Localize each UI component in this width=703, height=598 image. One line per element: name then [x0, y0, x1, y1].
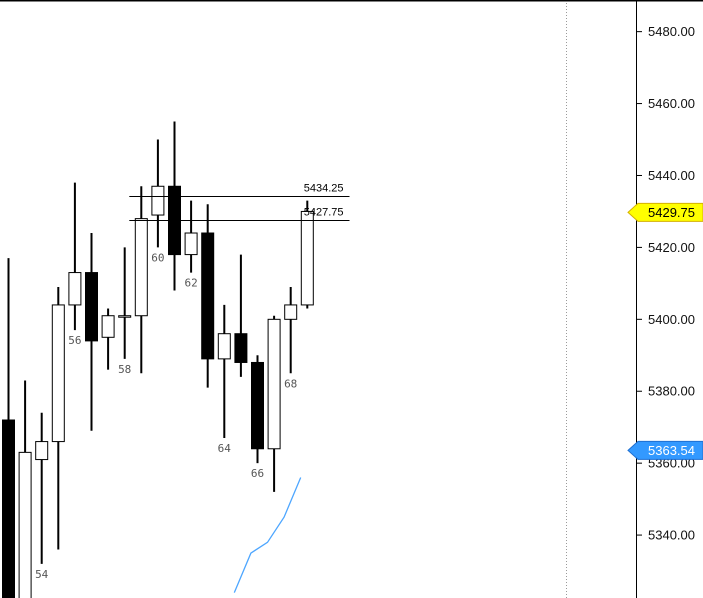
candle-body — [151, 185, 165, 216]
price-tick-label: 5420.00 — [648, 240, 695, 255]
price-tick-label: 5440.00 — [648, 168, 695, 183]
candle-body — [184, 232, 198, 256]
candle-body — [267, 318, 281, 450]
candles-group: 54 56 58 60 62 64 66 68 — [2, 121, 314, 598]
bar-number-label: 60 — [151, 251, 164, 264]
candle-bar-55 — [51, 286, 65, 550]
candle-body — [201, 232, 215, 360]
candle-body — [217, 333, 231, 360]
candle-bar-61: 60 — [151, 139, 165, 264]
price-tick-label: 5480.00 — [648, 24, 695, 39]
price-badge-2: 5363.54 — [627, 440, 703, 460]
candle-body — [18, 451, 32, 598]
price-tick-label: 5380.00 — [648, 384, 695, 399]
candle-bar-67: 66 — [251, 355, 264, 480]
bar-number-label: 62 — [184, 277, 197, 290]
price-badge-shape — [627, 440, 703, 460]
price-tick-label: 5340.00 — [648, 528, 695, 543]
price-badge-shape — [627, 202, 703, 222]
candle-bar-68 — [267, 315, 281, 492]
candle-body — [134, 218, 148, 317]
candle-body — [2, 419, 15, 598]
candle-bar-70 — [300, 200, 314, 309]
candle-bar-65: 64 — [217, 304, 232, 455]
bar-number-label: 66 — [251, 467, 264, 480]
candle-bar-56: 56 — [68, 182, 82, 347]
candle-bar-62 — [168, 121, 181, 291]
bar-number-label: 58 — [118, 363, 131, 376]
candle-body — [68, 272, 82, 306]
candle-bar-58 — [101, 308, 115, 370]
candle-body — [51, 304, 65, 443]
price-badge-1: 5429.75 — [627, 202, 703, 222]
price-tick-label: 5400.00 — [648, 312, 695, 327]
price-badge-label: 5429.75 — [648, 205, 695, 220]
candle-bar-53 — [18, 380, 32, 598]
level-label-2: 5427.75 — [304, 207, 344, 219]
price-badge-label: 5363.54 — [648, 443, 695, 458]
price-tick-label: 5460.00 — [648, 96, 695, 111]
candle-bar-64 — [201, 204, 215, 388]
candle-bar-60 — [134, 186, 148, 374]
candle-bar-63: 62 — [184, 200, 198, 290]
levels-group: 5434.25 5427.75 — [129, 183, 350, 221]
candle-bar-57 — [85, 233, 98, 431]
candle-body — [118, 315, 132, 318]
level-label-1: 5434.25 — [304, 183, 344, 195]
candle-body — [251, 361, 264, 450]
bar-number-label: 64 — [218, 442, 232, 455]
candle-bar-69: 68 — [284, 286, 298, 390]
candle-bar-54: 54 — [35, 412, 49, 581]
bar-number-label: 56 — [68, 334, 81, 347]
candle-body — [234, 333, 248, 363]
bar-number-label: 54 — [35, 568, 49, 581]
candle-body — [300, 210, 314, 306]
candle-bar-66 — [234, 254, 248, 377]
bar-number-label: 68 — [284, 377, 297, 390]
moving-average-line — [233, 477, 302, 593]
candle-bar-59: 58 — [118, 247, 132, 376]
candle-body — [35, 441, 49, 461]
price-badges-group: 5429.75 5363.54 — [627, 202, 703, 460]
candle-body — [101, 315, 115, 338]
candle-body — [284, 304, 298, 320]
candle-bar-52 — [2, 258, 15, 598]
candle-body — [85, 272, 98, 342]
moving-average-group — [233, 477, 302, 593]
